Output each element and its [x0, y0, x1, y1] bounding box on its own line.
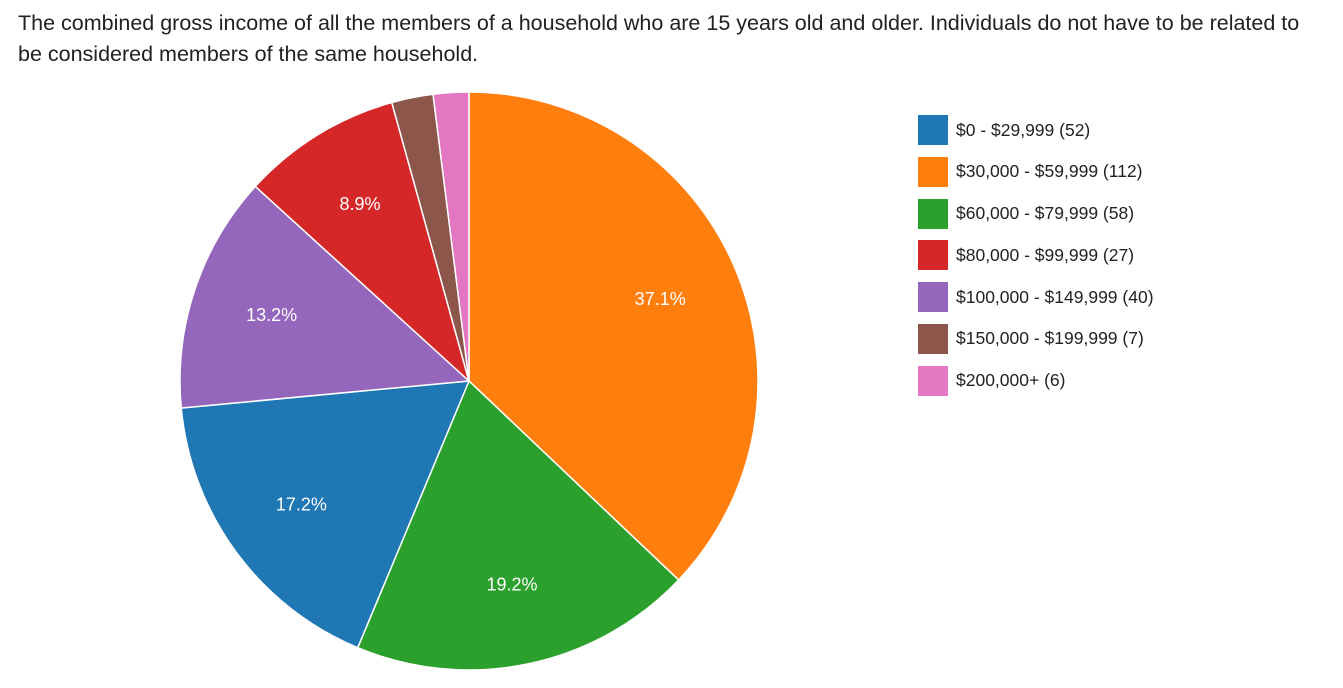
legend-swatch-6	[918, 365, 948, 396]
legend-swatch-1	[918, 156, 948, 187]
legend-swatch-4	[918, 282, 948, 313]
legend-label-0: $0 - $29,999 (52)	[956, 119, 1091, 140]
pie-slice-6[interactable]	[432, 91, 470, 382]
legend-item-1[interactable]: $30,000 - $59,999 (112)	[918, 156, 1154, 187]
legend-item-0[interactable]: $0 - $29,999 (52)	[918, 115, 1154, 145]
legend-label-4: $100,000 - $149,999 (40)	[956, 286, 1154, 307]
legend-label-6: $200,000+ (6)	[956, 370, 1066, 391]
legend-item-3[interactable]: $80,000 - $99,999 (27)	[918, 240, 1154, 271]
pie-slice-label-3: 8.9%	[339, 194, 380, 214]
pie-slice-label-4: 13.2%	[246, 305, 297, 325]
legend-item-4[interactable]: $100,000 - $149,999 (40)	[918, 282, 1154, 313]
legend-swatch-5	[918, 323, 948, 354]
pie-slice-label-0: 17.2%	[276, 494, 327, 514]
pie-slice-labels: 37.1% 19.2% 17.2% 13.2% 8.9%	[246, 194, 686, 595]
legend-label-1: $30,000 - $59,999 (112)	[956, 161, 1143, 182]
pie-slice-4[interactable]	[179, 185, 471, 409]
chart-legend: $0 - $29,999 (52) $30,000 - $59,999 (112)…	[918, 115, 1154, 408]
legend-label-5: $150,000 - $199,999 (7)	[956, 328, 1144, 349]
legend-label-2: $60,000 - $79,999 (58)	[956, 203, 1135, 224]
legend-label-3: $80,000 - $99,999 (27)	[956, 244, 1135, 265]
pie-slice-label-1: 37.1%	[635, 289, 686, 309]
legend-swatch-2	[918, 198, 948, 229]
legend-item-6[interactable]: $200,000+ (6)	[918, 365, 1154, 396]
legend-swatch-0	[918, 115, 948, 145]
pie-slice-2[interactable]	[356, 379, 680, 671]
pie-slice-3[interactable]	[254, 101, 471, 384]
legend-swatch-3	[918, 240, 948, 271]
pie-slices	[179, 91, 759, 671]
question-description: The combined gross income of all the mem…	[18, 11, 1300, 66]
legend-item-5[interactable]: $150,000 - $199,999 (7)	[918, 323, 1154, 354]
legend-item-2[interactable]: $60,000 - $79,999 (58)	[918, 198, 1154, 229]
pie-slice-0[interactable]	[180, 380, 471, 649]
pie-slice-1[interactable]	[468, 91, 759, 582]
pie-slice-label-2: 19.2%	[486, 575, 537, 595]
